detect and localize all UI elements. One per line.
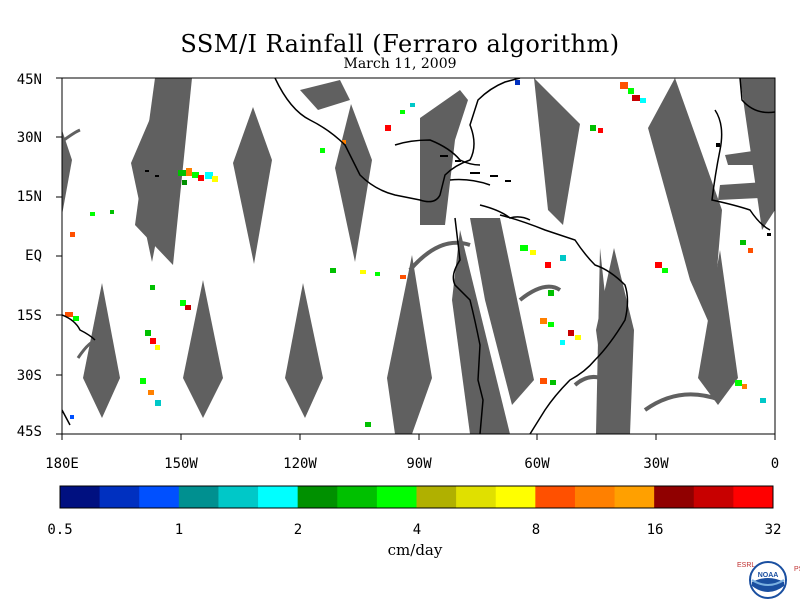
colorbar-swatch	[733, 486, 774, 508]
colorbar	[59, 485, 774, 509]
rainfall-map	[56, 77, 776, 440]
colorbar-swatch	[654, 486, 695, 508]
lon-label-30w: 30W	[643, 456, 669, 472]
colorbar-label-32: 32	[764, 522, 782, 538]
colorbar-border	[59, 485, 774, 509]
colorbar-label-8: 8	[531, 522, 541, 538]
lat-label-30n: 30N	[16, 130, 42, 146]
lat-label-eq: EQ	[25, 248, 42, 264]
islands	[145, 143, 771, 236]
colorbar-swatch	[297, 486, 338, 508]
colorbar-swatch	[178, 486, 219, 508]
colorbar-swatch	[337, 486, 378, 508]
colorbar-swatch	[99, 486, 140, 508]
map-title: SSM/I Rainfall (Ferraro algorithm)	[180, 30, 620, 58]
colorbar-swatch	[614, 486, 655, 508]
colorbar-label-4: 4	[412, 522, 422, 538]
lat-label-15s: 15S	[16, 308, 42, 324]
lon-label-150w: 150W	[164, 456, 198, 472]
colorbar-swatch	[218, 486, 259, 508]
map-date: March 11, 2009	[343, 56, 457, 72]
colorbar-swatch	[376, 486, 417, 508]
noaa-emblem-icon: NOAA	[749, 561, 787, 599]
colorbar-swatch	[416, 486, 457, 508]
colorbar-units: cm/day	[387, 541, 443, 559]
lon-label-180e: 180E	[45, 456, 79, 472]
lat-label-45n: 45N	[16, 72, 42, 88]
lon-label-0: 0	[770, 456, 780, 472]
colorbar-label-0.5: 0.5	[47, 522, 73, 538]
colorbar-swatch	[60, 486, 101, 508]
swath-gaps	[62, 78, 775, 434]
logo-left-letters: ESRL	[737, 562, 756, 569]
colorbar-swatch	[495, 486, 536, 508]
colorbar-swatch	[258, 486, 299, 508]
colorbar-swatch	[693, 486, 734, 508]
colorbar-label-16: 16	[646, 522, 664, 538]
colorbar-swatch	[139, 486, 180, 508]
colorbar-label-2: 2	[293, 522, 303, 538]
lat-label-15n: 15N	[16, 189, 42, 205]
noaa-esrl-psd-logo: ESRL PSD NOAA	[735, 560, 800, 600]
lon-label-120w: 120W	[283, 456, 317, 472]
rainfall-cells	[65, 80, 766, 427]
logo-badge-text: NOAA	[758, 572, 779, 579]
coastlines	[62, 78, 775, 434]
frame-ticks	[56, 77, 776, 440]
lat-label-45s: 45S	[16, 424, 42, 440]
lon-label-60w: 60W	[524, 456, 550, 472]
logo-right-letters: PSD	[794, 566, 800, 573]
colorbar-swatch	[456, 486, 497, 508]
colorbar-swatch	[574, 486, 616, 508]
lat-label-30s: 30S	[16, 368, 42, 384]
lon-label-90w: 90W	[406, 456, 432, 472]
colorbar-swatch	[535, 486, 576, 508]
colorbar-label-1: 1	[174, 522, 184, 538]
